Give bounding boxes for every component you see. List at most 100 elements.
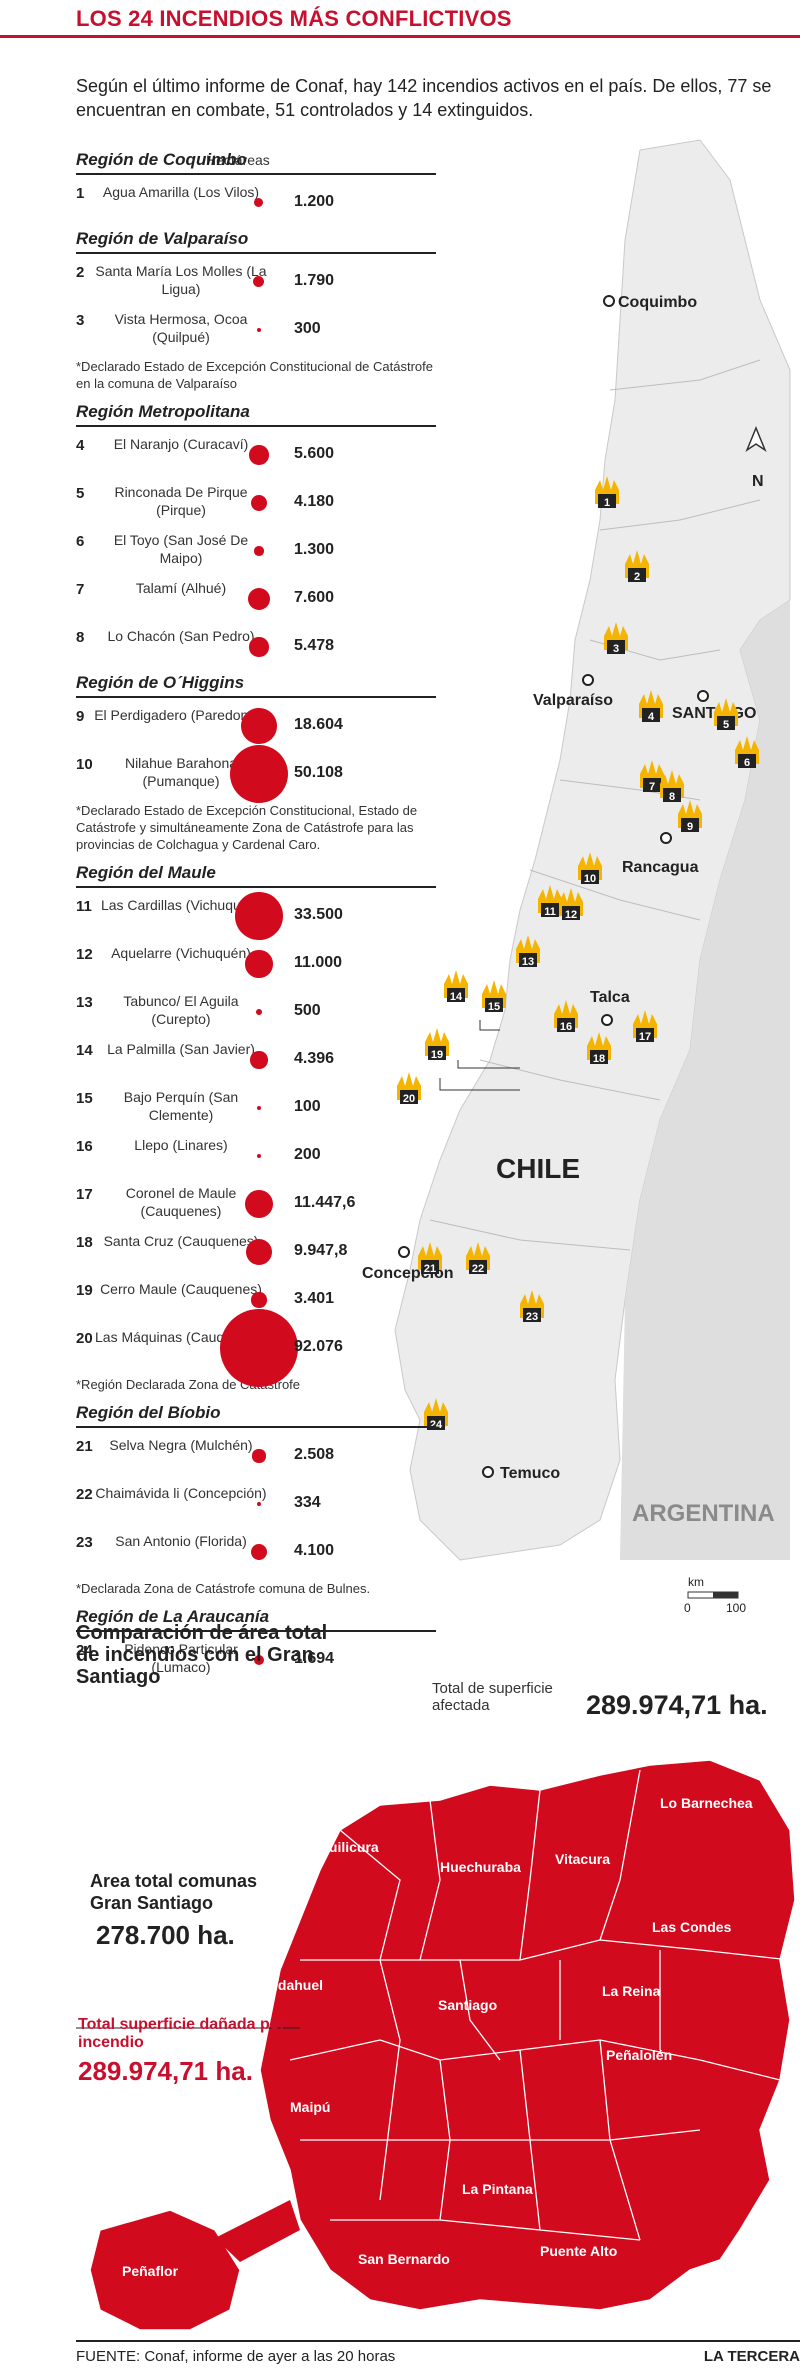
fire-hectares: 1.694 xyxy=(294,1650,335,1667)
fire-marker-number: 3 xyxy=(613,643,619,655)
fire-hectares: 18.604 xyxy=(294,716,343,733)
comparison-title: Comparación de área total de incendios c… xyxy=(76,1622,328,1688)
fire-marker-23: 23 xyxy=(520,1290,544,1323)
commune-borders xyxy=(289,1769,791,2241)
fire-name: Pidenco Particular (Lumaco) xyxy=(124,1641,238,1675)
region-title: Región de Coquimbo xyxy=(76,150,436,175)
penaflor-shape xyxy=(89,2209,241,2331)
fire-hectares: 500 xyxy=(294,1002,321,1019)
city-label-talca: Talca xyxy=(590,989,630,1006)
area-circle xyxy=(241,708,277,744)
intro-text: Según el último informe de Conaf, hay 14… xyxy=(76,76,772,120)
table-row: 14 La Palmilla (San Javier) 4.396 xyxy=(76,1038,436,1086)
city-label-temuco: Temuco xyxy=(500,1465,560,1482)
area-circle xyxy=(251,1292,267,1308)
total-label: Total de superficie afectada xyxy=(432,1680,553,1714)
fire-marker-22: 22 xyxy=(466,1242,490,1275)
fire-name: Aquelarre (Vichuquén) xyxy=(111,945,251,961)
fire-hectares: 9.947,8 xyxy=(294,1242,348,1259)
area-value: 278.700 ha. xyxy=(96,1920,235,1950)
fire-name: Las Cardillas (Vichuquén) xyxy=(100,897,262,913)
commune-labels: Quilicura Huechuraba Vitacura Lo Barnech… xyxy=(122,1795,753,2279)
fire-number: 15 xyxy=(76,1090,93,1107)
fire-marker-number: 23 xyxy=(526,1311,538,1323)
fire-number: 18 xyxy=(76,1234,93,1251)
fire-name: San Antonio (Florida) xyxy=(115,1533,247,1549)
fire-number: 6 xyxy=(76,533,85,550)
fire-marker-number: 5 xyxy=(723,719,729,731)
area-circle xyxy=(256,1009,262,1015)
area-circle xyxy=(250,1051,268,1069)
fire-number: 19 xyxy=(76,1282,93,1299)
fire-name: Agua Amarilla (Los Vilos) xyxy=(102,184,260,200)
gran-santiago-shape xyxy=(259,1759,796,2311)
fire-marker-2: 2 xyxy=(625,550,649,583)
header-rule xyxy=(0,35,800,38)
region-title: Región del Bíobio xyxy=(76,1403,436,1428)
fire-marker-13: 13 xyxy=(516,935,540,968)
fire-hectares: 11.447,6 xyxy=(294,1194,356,1211)
fire-marker-8: 8 xyxy=(660,770,684,803)
argentina-land-shape xyxy=(620,600,790,1560)
fire-name: Rinconada De Pirque (Pirque) xyxy=(114,484,248,518)
fire-number: 2 xyxy=(76,264,85,281)
fire-number: 5 xyxy=(76,485,85,502)
city-dot-talca xyxy=(601,1014,613,1026)
fire-marker-11: 11 xyxy=(538,885,562,918)
fire-hectares: 334 xyxy=(294,1494,321,1511)
fire-marker-18: 18 xyxy=(587,1032,611,1065)
fire-marker-number: 12 xyxy=(565,909,577,921)
fire-marker-number: 1 xyxy=(604,497,610,509)
area-circle xyxy=(245,1190,273,1218)
fire-marker-6: 6 xyxy=(735,736,759,769)
commune-penaflor: Peñaflor xyxy=(122,2263,179,2279)
fire-marker-number: 16 xyxy=(560,1021,572,1033)
table-row: 6 El Toyo (San José De Maipo) 1.300 xyxy=(76,529,436,577)
footer-rule xyxy=(76,2340,800,2342)
fires-table: Región de Coquimbo 1 Agua Amarilla (Los Vi… xyxy=(76,150,436,1686)
fire-name: El Toyo (San José De Maipo) xyxy=(113,532,249,566)
fire-name: Selva Negra (Mulchén) xyxy=(109,1437,253,1453)
fire-number: 13 xyxy=(76,994,93,1011)
scale-unit: km xyxy=(688,1575,704,1589)
table-row: 23 San Antonio (Florida) 4.100 xyxy=(76,1530,436,1578)
fire-hectares: 50.108 xyxy=(294,764,343,781)
city-dot-temuco xyxy=(482,1466,494,1478)
fire-marker-5: 5 xyxy=(714,698,738,731)
fire-marker-20: 20 xyxy=(397,1072,421,1105)
area-circle xyxy=(245,950,273,978)
fire-marker-number: 19 xyxy=(431,1049,443,1061)
header-bar xyxy=(0,0,800,40)
table-row: 7 Talamí (Alhué) 7.600 xyxy=(76,577,436,625)
fire-marker-number: 20 xyxy=(403,1093,415,1105)
area-circle xyxy=(235,892,283,940)
fire-number: 17 xyxy=(76,1186,93,1203)
fire-number: 4 xyxy=(76,437,85,454)
table-row: 17 Coronel de Maule (Cauquenes) 11.447,6 xyxy=(76,1182,436,1230)
fire-number: 8 xyxy=(76,629,85,646)
source-text: FUENTE: Conaf, informe de ayer a las 20 … xyxy=(76,2348,396,2365)
table-row: 12 Aquelarre (Vichuquén) 11.000 xyxy=(76,942,436,990)
table-row: 19 Cerro Maule (Cauquenes) 3.401 xyxy=(76,1278,436,1326)
table-row: 11 Las Cardillas (Vichuquén) 33.500 xyxy=(76,892,436,942)
scale-bar: km 0 100 xyxy=(684,1575,746,1615)
fire-name: Lo Chacón (San Pedro) xyxy=(107,628,255,644)
north-arrow xyxy=(745,426,767,452)
region-title: Región de O´Higgins xyxy=(76,673,436,698)
area-circle xyxy=(220,1309,298,1387)
fire-marker-15: 15 xyxy=(482,980,506,1013)
area-circle xyxy=(253,1654,265,1666)
fire-marker-14: 14 xyxy=(444,970,468,1003)
fire-number: 21 xyxy=(76,1438,93,1455)
fire-number: 12 xyxy=(76,946,93,963)
area-label: Area total comunas Gran Santiago xyxy=(90,1871,258,1913)
commune-santiago: Santiago xyxy=(438,1997,497,2013)
fire-marker-1: 1 xyxy=(595,476,619,509)
scale-min: 0 xyxy=(684,1601,691,1615)
fire-name: Chaimávida li (Concepción) xyxy=(95,1485,267,1501)
city-dot-coquimbo xyxy=(603,295,615,307)
fire-number: 24 xyxy=(76,1642,93,1659)
commune-puente-alto: Puente Alto xyxy=(540,2243,617,2259)
